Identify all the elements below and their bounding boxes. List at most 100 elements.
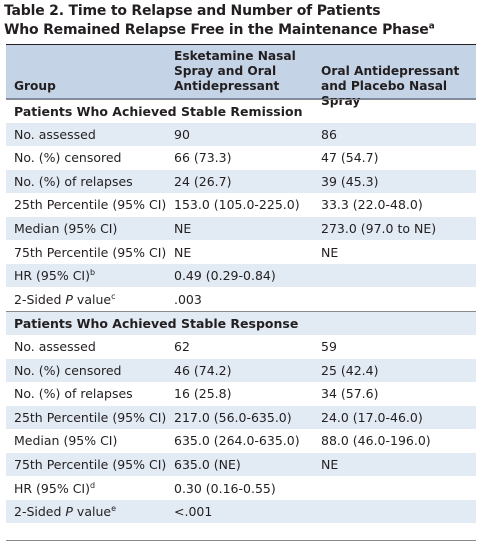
header-esketamine: Esketamine Nasal Spray and Oral Antidepr… — [174, 49, 296, 94]
row-label-text: HR (95% CI) — [14, 268, 90, 284]
header-placebo-line2: and Placebo Nasal Spray — [321, 79, 448, 108]
esketamine-value: 0.49 (0.29-0.84) — [174, 268, 276, 284]
table-row: No. assessed 62 59 — [6, 335, 476, 358]
row-label-text: No. (%) censored — [14, 150, 122, 166]
esketamine-value: NE — [174, 221, 192, 236]
row-label-text: No. assessed — [14, 126, 96, 142]
row-label-text: Median (95% CI) — [14, 221, 118, 236]
row-label: 75th Percentile (95% CI) — [14, 453, 166, 476]
table-row: 25th Percentile (95% CI) 217.0 (56.0-635.… — [6, 405, 476, 429]
row-label-text: No. (%) of relapses — [14, 173, 133, 189]
table-row: 25th Percentile (95% CI) 153.0 (105.0-225… — [6, 193, 476, 216]
esketamine-value: NE — [174, 244, 192, 260]
esketamine-value: .003 — [174, 291, 202, 307]
placebo-value: 33.3 (22.0-48.0) — [321, 197, 423, 213]
row-label: No. (%) censored — [14, 359, 121, 382]
section-header-row: Patients Who Achieved Stable Remission — [6, 99, 476, 123]
placebo-value: NE — [321, 244, 339, 260]
table-title-line1: Table 2. Time to Relapse and Number of P… — [4, 3, 381, 19]
section-header-row: Patients Who Achieved Stable Response — [6, 311, 476, 336]
table-row: 2-Sided P valuee <.001 — [6, 500, 476, 524]
row-label-text-end: value — [72, 291, 112, 307]
table-row: Median (95% CI) 635.0 (264.0-635.0) 88.0 (… — [6, 429, 476, 452]
header-group: Group — [14, 79, 56, 93]
section-title: Patients Who Achieved Stable Response — [14, 316, 299, 332]
table-row: No. (%) censored 46 (74.2) 25 (42.4) — [6, 358, 476, 382]
placebo-value: 39 (45.3) — [321, 173, 379, 189]
footnote-mark: b — [89, 268, 96, 278]
row-label-text: 2-Sided — [14, 291, 66, 307]
row-label: 25th Percentile (95% CI) — [14, 193, 166, 216]
row-label-text: Median (95% CI) — [14, 433, 118, 449]
row-label: No. (%) censored — [14, 146, 121, 169]
esketamine-value: 0.30 (0.16-0.55) — [174, 480, 276, 496]
row-label-text: HR (95% CI) — [14, 480, 90, 496]
row-label: No. assessed — [14, 123, 96, 146]
placebo-value: 34 (57.6) — [321, 386, 379, 402]
table-row: No. assessed 90 86 — [6, 122, 476, 146]
placebo-value: 88.0 (46.0-196.0) — [321, 433, 431, 449]
esketamine-value: 635.0 (NE) — [174, 457, 241, 472]
row-label: 75th Percentile (95% CI) — [14, 241, 166, 264]
row-label-text: 75th Percentile (95% CI) — [14, 244, 167, 260]
esketamine-value: 90 — [174, 126, 190, 142]
placebo-value: 25 (42.4) — [321, 362, 379, 378]
table-row: HR (95% CI)d 0.30 (0.16-0.55) — [6, 477, 476, 500]
placebo-value: 273.0 (97.0 to NE) — [321, 221, 437, 236]
table-title-line2-text: Who Remained Relapse Free in the Mainten… — [4, 22, 429, 38]
footnote-mark: d — [89, 480, 96, 490]
row-label: No. (%) of relapses — [14, 170, 133, 193]
esketamine-value: 635.0 (264.0-635.0) — [174, 433, 300, 449]
placebo-value: NE — [321, 457, 339, 472]
esketamine-value: 62 — [174, 339, 190, 354]
row-label-text: 2-Sided — [14, 504, 66, 520]
placebo-value: 24.0 (17.0-46.0) — [321, 409, 423, 425]
row-label-text: 25th Percentile (95% CI) — [14, 409, 167, 425]
row-label: Median (95% CI) — [14, 217, 117, 240]
table-row: No. (%) of relapses 16 (25.8) 34 (57.6) — [6, 382, 476, 405]
esketamine-value: <.001 — [174, 504, 213, 520]
placebo-value: 59 — [321, 339, 337, 354]
table-row: Median (95% CI) NE 273.0 (97.0 to NE) — [6, 217, 476, 240]
header-esketamine-line2: Spray and Oral — [174, 64, 277, 78]
row-label: HR (95% CI)b — [14, 264, 95, 287]
row-label: No. assessed — [14, 335, 96, 358]
footnote-mark: c — [111, 291, 116, 301]
row-label: HR (95% CI)d — [14, 477, 95, 500]
esketamine-value: 153.0 (105.0-225.0) — [174, 197, 300, 213]
section-title: Patients Who Achieved Stable Remission — [14, 104, 303, 119]
row-label: Median (95% CI) — [14, 429, 117, 452]
row-label-p: P — [65, 504, 73, 520]
esketamine-value: 66 (73.3) — [174, 150, 232, 166]
table-title-footnote-mark: a — [428, 21, 435, 32]
placebo-value: 86 — [321, 126, 337, 142]
table-row: 75th Percentile (95% CI) NE NE — [6, 241, 476, 264]
table-row: 75th Percentile (95% CI) 635.0 (NE) NE — [6, 453, 476, 476]
row-label: 25th Percentile (95% CI) — [14, 406, 166, 429]
row-label-text: 75th Percentile (95% CI) — [14, 457, 167, 472]
header-esketamine-line3: Antidepressant — [174, 79, 280, 93]
row-label: 2-Sided P valuec — [14, 288, 115, 311]
row-label-text-end: value — [72, 504, 112, 520]
row-label: 2-Sided P valuee — [14, 500, 116, 523]
esketamine-value: 16 (25.8) — [174, 386, 232, 402]
header-esketamine-line1: Esketamine Nasal — [174, 49, 296, 63]
table-row: No. (%) of relapses 24 (26.7) 39 (45.3) — [6, 169, 476, 193]
table-header: Group Esketamine Nasal Spray and Oral An… — [6, 45, 476, 108]
header-placebo-line1: Oral Antidepressant — [321, 64, 460, 78]
table-title: Table 2. Time to Relapse and Number of P… — [4, 2, 474, 40]
row-label-p: P — [65, 291, 73, 307]
row-label-text: No. (%) of relapses — [14, 386, 133, 402]
esketamine-value: 46 (74.2) — [174, 362, 232, 378]
placebo-value: 47 (54.7) — [321, 150, 379, 166]
table-row: HR (95% CI)b 0.49 (0.29-0.84) — [6, 264, 476, 288]
header-placebo: Oral Antidepressant and Placebo Nasal Sp… — [321, 64, 476, 109]
row-label-text: No. assessed — [14, 339, 96, 354]
table-row: No. (%) censored 66 (73.3) 47 (54.7) — [6, 146, 476, 169]
row-label: No. (%) of relapses — [14, 382, 133, 405]
footnote-mark: e — [111, 504, 116, 514]
table-row: 2-Sided P valuec .003 — [6, 288, 476, 311]
esketamine-value: 24 (26.7) — [174, 173, 232, 189]
data-table: Group Esketamine Nasal Spray and Oral An… — [6, 44, 476, 541]
